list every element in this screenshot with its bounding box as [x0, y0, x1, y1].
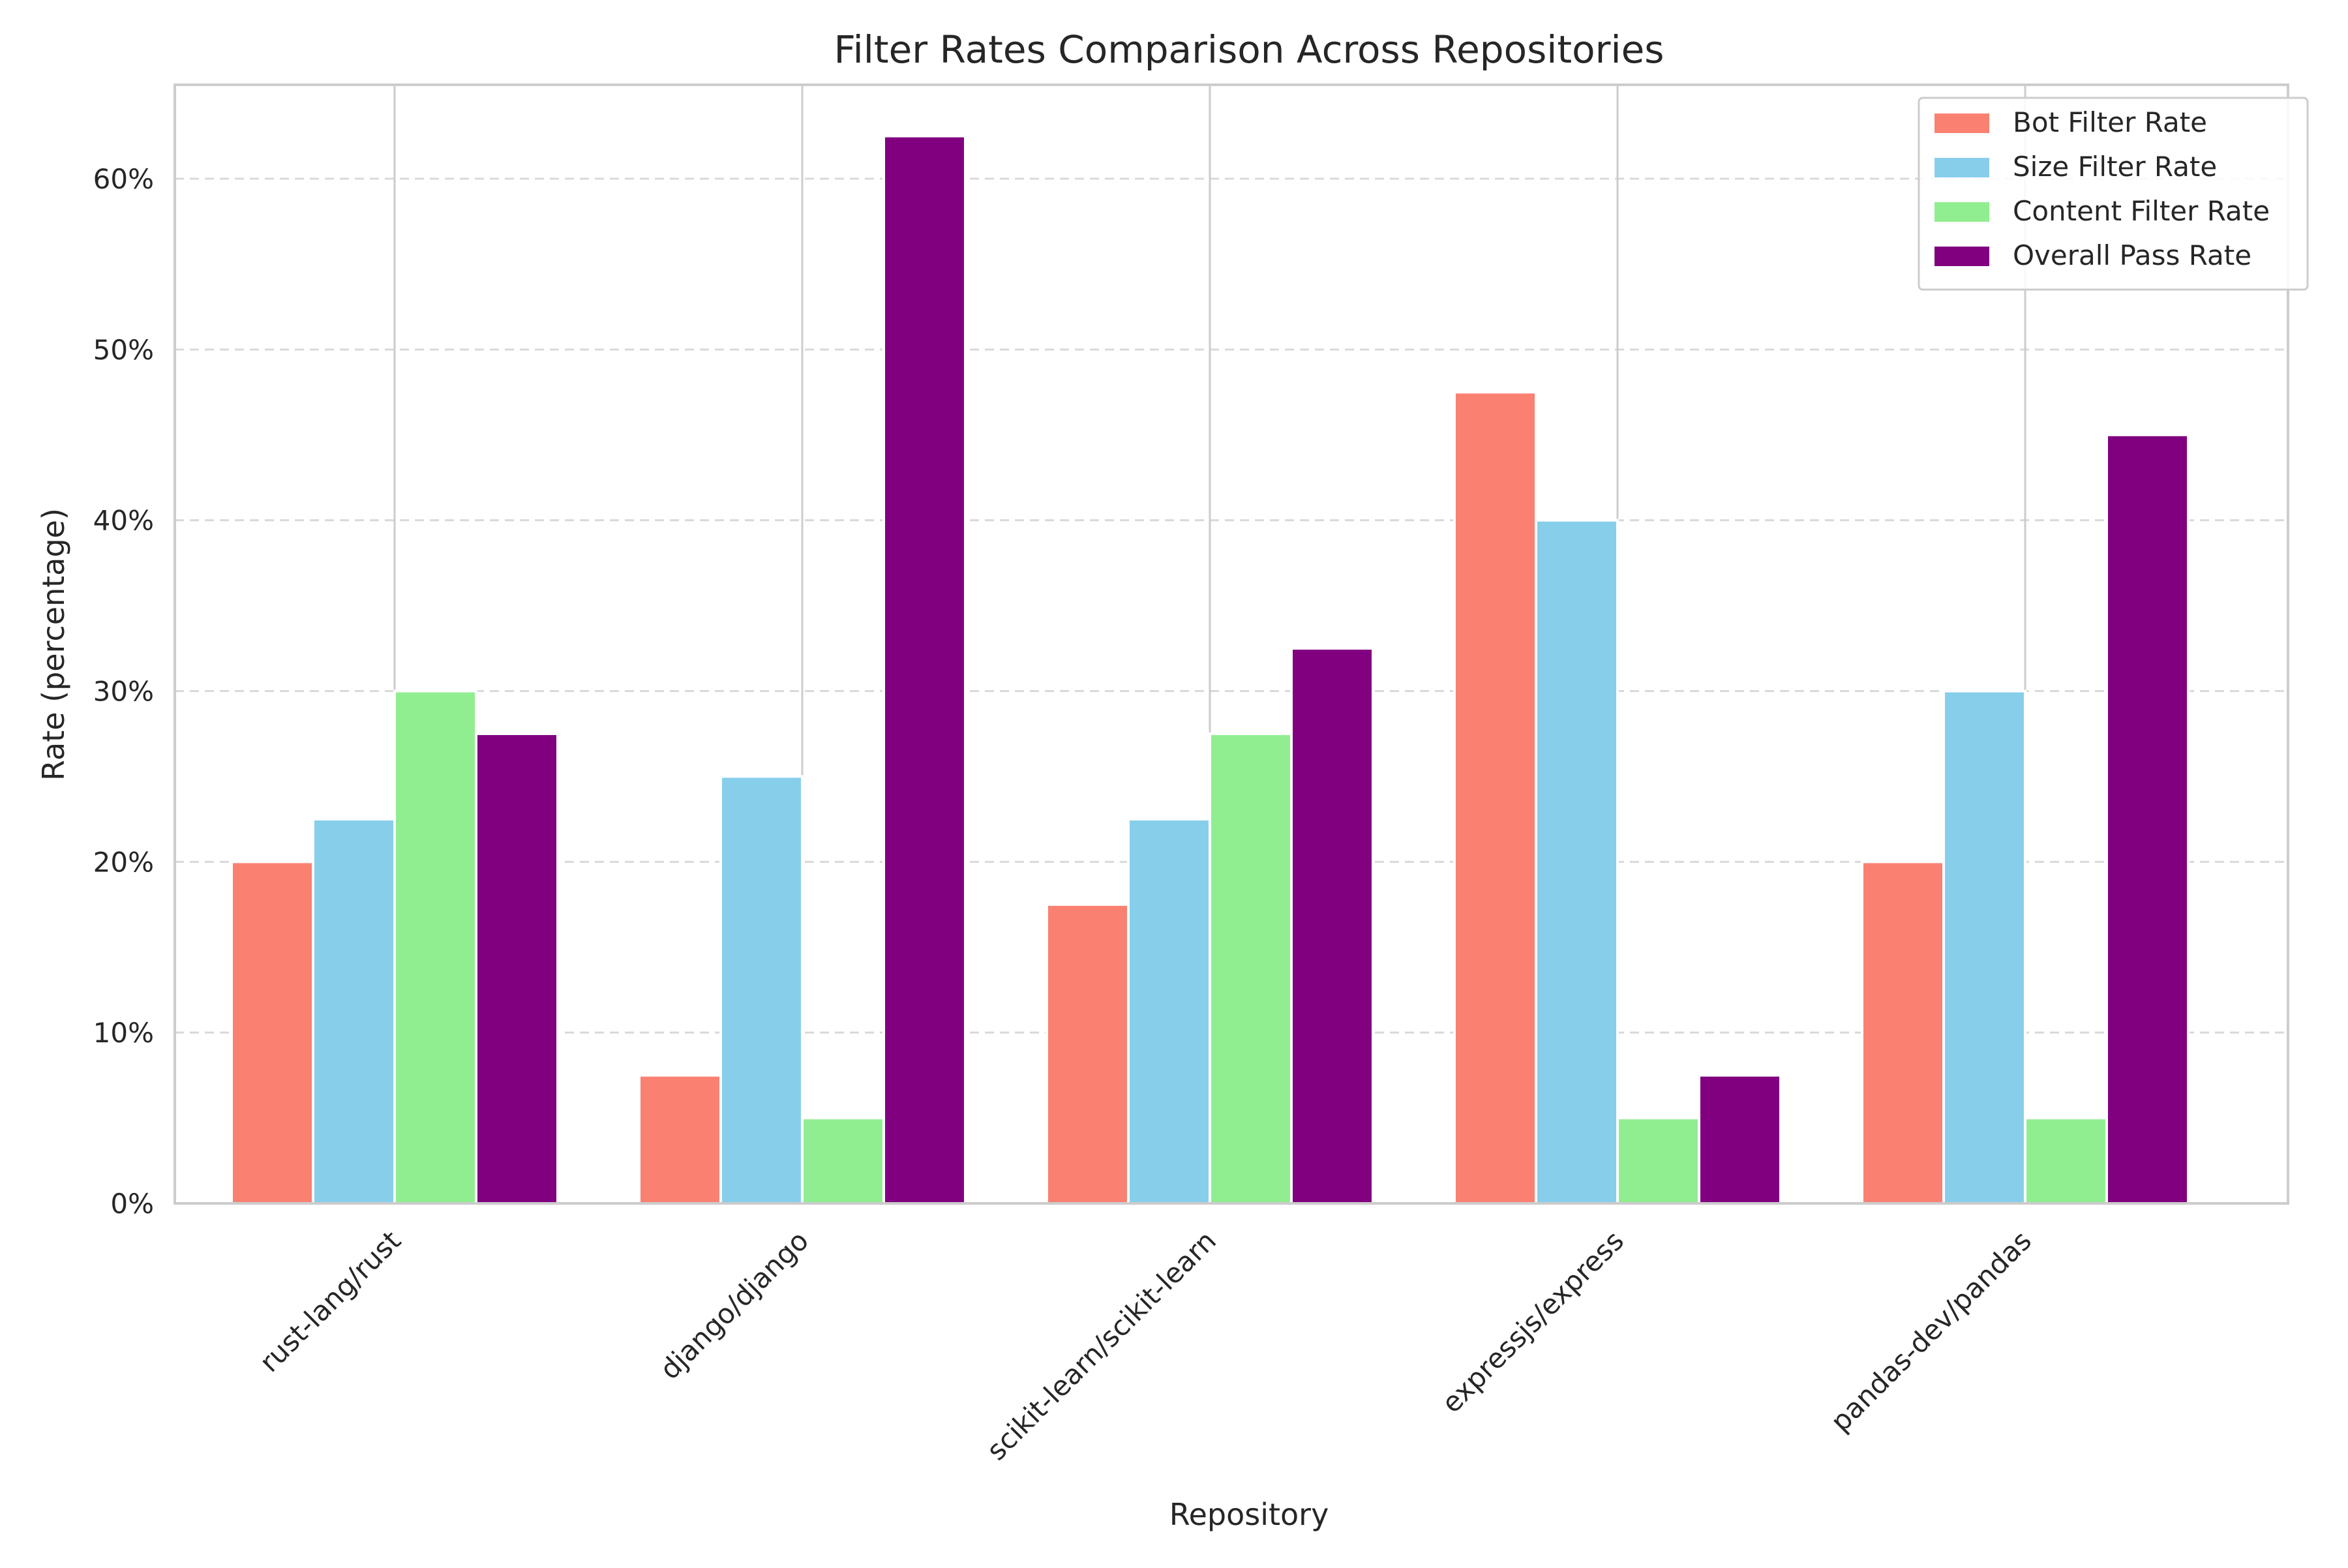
y-tick-label: 20%	[93, 846, 154, 878]
legend-swatch	[1934, 158, 1989, 177]
chart-title: Filter Rates Comparison Across Repositor…	[834, 27, 1664, 72]
x-tick-label: scikit-learn/scikit-learn	[980, 1224, 1222, 1466]
plot-frame	[173, 83, 2289, 1205]
x-axis-label: Repository	[1169, 1497, 1329, 1532]
y-tick-label: 60%	[93, 163, 154, 195]
bar	[1290, 647, 1374, 1205]
y-axis-ticks: 0% 10% 20% 30% 40% 50% 60%	[93, 163, 154, 1220]
y-tick-label: 40%	[93, 505, 154, 537]
legend-label: Overall Pass Rate	[2013, 239, 2251, 271]
bar	[1127, 817, 1211, 1205]
bar	[230, 860, 314, 1205]
legend-swatch	[1934, 113, 1989, 133]
bar	[801, 1117, 885, 1205]
vertical-lines	[393, 85, 2026, 819]
legend-swatch	[1934, 202, 1989, 222]
bar	[1698, 1074, 1782, 1205]
x-tick-label: expressjs/express	[1436, 1224, 1630, 1419]
legend-label: Size Filter Rate	[2013, 151, 2217, 183]
bar	[1861, 860, 1945, 1205]
x-tick-label: pandas-dev/pandas	[1824, 1224, 2038, 1438]
bar	[393, 689, 477, 1205]
legend: Bot Filter Rate Size Filter Rate Content F…	[1918, 97, 2309, 291]
legend-frame	[1918, 97, 2309, 291]
bar	[1453, 391, 1537, 1205]
y-tick-label: 10%	[93, 1017, 154, 1049]
bar	[1942, 689, 2026, 1205]
x-axis-ticks: rust-lang/rust django/django scikit-learn/…	[253, 1224, 2038, 1466]
legend-label: Bot Filter Rate	[2013, 106, 2207, 138]
bar	[475, 732, 559, 1205]
bar	[1209, 732, 1293, 1205]
y-tick-label: 30%	[93, 676, 154, 708]
bars	[230, 134, 2190, 1205]
legend-label: Content Filter Rate	[2013, 195, 2270, 227]
bar	[2024, 1117, 2108, 1205]
bar	[2105, 433, 2190, 1205]
bar	[1046, 903, 1130, 1205]
x-tick-label: django/django	[654, 1224, 815, 1385]
bar	[638, 1074, 722, 1205]
bar	[312, 817, 396, 1205]
y-tick-label: 50%	[93, 334, 154, 366]
bar	[882, 134, 967, 1205]
y-axis-label: Rate (percentage)	[36, 508, 71, 781]
x-tick-label: rust-lang/rust	[253, 1224, 407, 1378]
legend-swatch	[1934, 247, 1989, 266]
bar	[719, 775, 804, 1205]
y-tick-label: 0%	[110, 1188, 154, 1220]
bar	[1616, 1117, 1700, 1205]
bar	[1535, 519, 1619, 1205]
